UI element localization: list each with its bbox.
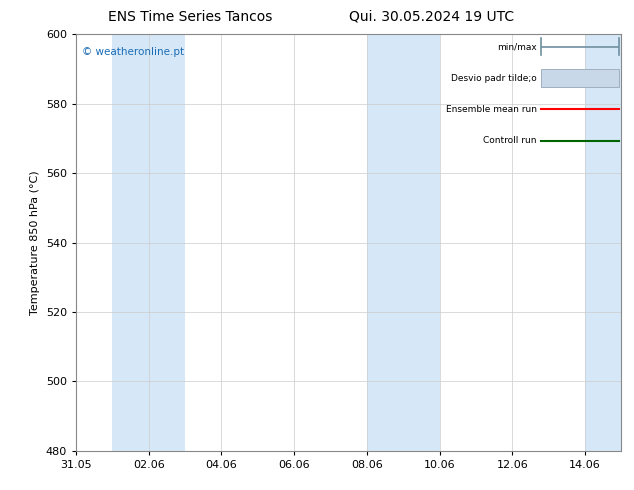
Text: Controll run: Controll run: [483, 136, 537, 145]
FancyBboxPatch shape: [541, 69, 619, 87]
Text: min/max: min/max: [497, 42, 537, 51]
Text: Ensemble mean run: Ensemble mean run: [446, 105, 537, 114]
Bar: [585, 34, 621, 451]
Text: ENS Time Series Tancos: ENS Time Series Tancos: [108, 10, 273, 24]
Bar: [112, 34, 185, 451]
Text: © weatheronline.pt: © weatheronline.pt: [82, 47, 184, 57]
Bar: [367, 34, 439, 451]
Y-axis label: Temperature 850 hPa (°C): Temperature 850 hPa (°C): [30, 170, 40, 315]
Text: Qui. 30.05.2024 19 UTC: Qui. 30.05.2024 19 UTC: [349, 10, 514, 24]
Text: Desvio padr tilde;o: Desvio padr tilde;o: [451, 74, 537, 82]
